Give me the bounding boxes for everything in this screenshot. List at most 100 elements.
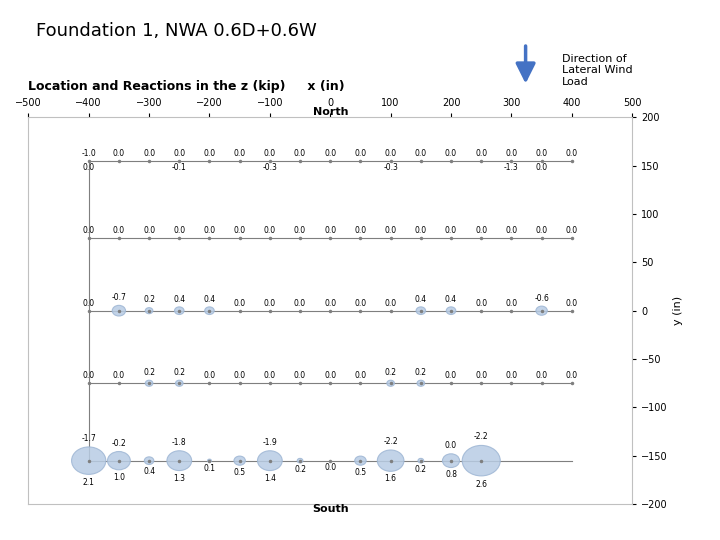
Text: 0.0: 0.0 xyxy=(204,372,215,380)
Text: 0.4: 0.4 xyxy=(445,294,457,303)
Text: 0.0: 0.0 xyxy=(324,463,336,471)
Text: 0.4: 0.4 xyxy=(174,294,185,303)
Text: 0.0: 0.0 xyxy=(536,163,548,172)
Text: 0.0: 0.0 xyxy=(384,149,397,158)
Ellipse shape xyxy=(443,454,459,468)
Text: -0.7: -0.7 xyxy=(112,293,126,302)
Text: 0.0: 0.0 xyxy=(233,226,246,235)
Text: -2.2: -2.2 xyxy=(474,432,489,441)
Text: 0.0: 0.0 xyxy=(354,372,366,380)
Text: 0.0: 0.0 xyxy=(505,299,518,308)
Text: 0.2: 0.2 xyxy=(143,368,155,377)
Ellipse shape xyxy=(387,380,395,386)
Text: 0.0: 0.0 xyxy=(475,149,487,158)
Text: 0.0: 0.0 xyxy=(324,226,336,235)
Text: 0.0: 0.0 xyxy=(83,163,95,172)
Text: Location and Reactions in the z (kip)     x (in): Location and Reactions in the z (kip) x … xyxy=(28,80,345,93)
Text: 0.0: 0.0 xyxy=(264,226,276,235)
Text: 2.1: 2.1 xyxy=(83,478,94,487)
Text: 0.1: 0.1 xyxy=(204,464,215,473)
Text: 0.0: 0.0 xyxy=(445,372,457,380)
Ellipse shape xyxy=(355,456,366,465)
Text: 0.0: 0.0 xyxy=(113,372,125,380)
Text: 0.0: 0.0 xyxy=(143,149,155,158)
Text: 0.0: 0.0 xyxy=(445,149,457,158)
Text: 0.0: 0.0 xyxy=(324,149,336,158)
Text: 0.0: 0.0 xyxy=(233,299,246,308)
Ellipse shape xyxy=(446,307,456,314)
Text: 0.0: 0.0 xyxy=(475,226,487,235)
Text: 0.0: 0.0 xyxy=(324,372,336,380)
Text: 0.0: 0.0 xyxy=(445,226,457,235)
Text: 0.0: 0.0 xyxy=(204,149,215,158)
Text: 0.0: 0.0 xyxy=(354,226,366,235)
Ellipse shape xyxy=(112,305,125,316)
Text: Foundation 1, NWA 0.6D+0.6W: Foundation 1, NWA 0.6D+0.6W xyxy=(36,22,317,39)
Text: 0.0: 0.0 xyxy=(505,372,518,380)
Text: 0.0: 0.0 xyxy=(83,372,95,380)
Text: 0.0: 0.0 xyxy=(384,226,397,235)
Text: 0.0: 0.0 xyxy=(294,299,306,308)
Text: 0.2: 0.2 xyxy=(415,368,427,377)
Text: South: South xyxy=(312,504,348,514)
Text: 0.0: 0.0 xyxy=(233,149,246,158)
Text: -1.8: -1.8 xyxy=(172,438,186,447)
Text: 0.0: 0.0 xyxy=(264,149,276,158)
Ellipse shape xyxy=(174,307,184,314)
Text: North: North xyxy=(312,107,348,117)
Text: 0.0: 0.0 xyxy=(113,149,125,158)
Text: 1.4: 1.4 xyxy=(264,474,276,483)
Text: 0.0: 0.0 xyxy=(505,149,518,158)
Text: -1.0: -1.0 xyxy=(81,149,96,158)
Ellipse shape xyxy=(71,447,106,474)
Text: 2.6: 2.6 xyxy=(475,480,487,489)
Text: 1.3: 1.3 xyxy=(174,474,185,483)
Text: 0.0: 0.0 xyxy=(566,226,578,235)
Text: 0.0: 0.0 xyxy=(475,372,487,380)
Ellipse shape xyxy=(204,307,215,314)
Text: 0.5: 0.5 xyxy=(233,468,246,477)
Ellipse shape xyxy=(417,380,425,386)
Ellipse shape xyxy=(234,456,246,465)
Text: 0.4: 0.4 xyxy=(204,294,215,303)
Ellipse shape xyxy=(145,308,153,314)
Text: 0.0: 0.0 xyxy=(83,226,95,235)
Text: -1.9: -1.9 xyxy=(263,438,277,447)
Text: 0.0: 0.0 xyxy=(294,149,306,158)
Text: -0.1: -0.1 xyxy=(172,163,186,172)
Ellipse shape xyxy=(416,307,426,314)
Text: 0.2: 0.2 xyxy=(384,368,397,377)
Text: 0.0: 0.0 xyxy=(505,226,518,235)
Text: 0.0: 0.0 xyxy=(233,372,246,380)
Text: 0.0: 0.0 xyxy=(264,372,276,380)
Text: 0.0: 0.0 xyxy=(566,299,578,308)
Ellipse shape xyxy=(176,380,183,386)
Text: 0.0: 0.0 xyxy=(204,226,215,235)
Ellipse shape xyxy=(297,458,303,463)
Text: 1.0: 1.0 xyxy=(113,472,125,482)
Text: 0.0: 0.0 xyxy=(536,226,548,235)
Text: 0.0: 0.0 xyxy=(143,226,155,235)
Text: 0.5: 0.5 xyxy=(354,468,366,477)
Text: -0.2: -0.2 xyxy=(112,438,126,448)
Ellipse shape xyxy=(377,450,404,471)
Text: 0.0: 0.0 xyxy=(264,299,276,308)
Text: 0.0: 0.0 xyxy=(354,299,366,308)
Ellipse shape xyxy=(145,380,153,386)
Text: 0.4: 0.4 xyxy=(415,294,427,303)
Text: 0.0: 0.0 xyxy=(536,149,548,158)
Text: 0.0: 0.0 xyxy=(294,372,306,380)
Ellipse shape xyxy=(167,451,192,470)
Ellipse shape xyxy=(462,446,500,476)
Text: 0.2: 0.2 xyxy=(143,295,155,305)
Text: 0.0: 0.0 xyxy=(113,226,125,235)
Text: 0.4: 0.4 xyxy=(143,467,155,476)
Text: 0.0: 0.0 xyxy=(174,149,185,158)
Text: -0.6: -0.6 xyxy=(534,294,549,303)
Ellipse shape xyxy=(107,451,130,470)
Text: -2.2: -2.2 xyxy=(383,437,398,446)
Text: 0.2: 0.2 xyxy=(294,465,306,474)
Text: 0.0: 0.0 xyxy=(415,226,427,235)
Y-axis label: y (in): y (in) xyxy=(673,296,683,325)
Text: 0.2: 0.2 xyxy=(415,465,427,474)
